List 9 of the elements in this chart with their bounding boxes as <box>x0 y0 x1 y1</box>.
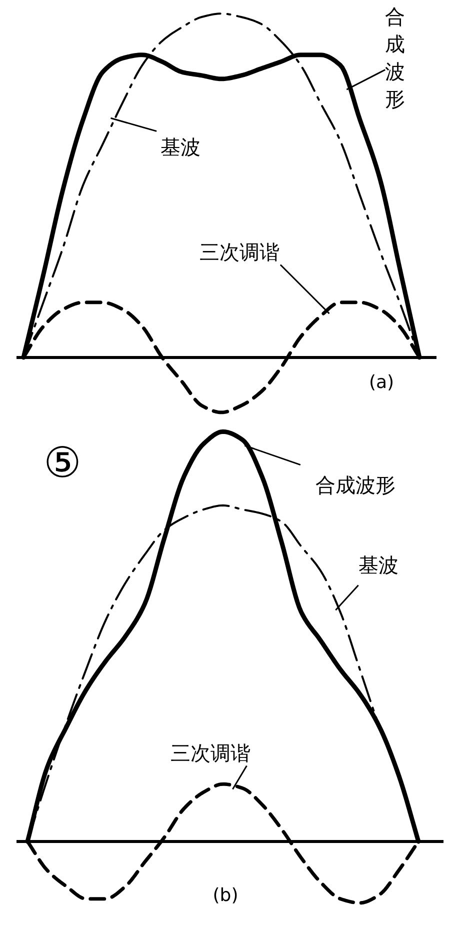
annotation: ⑤ <box>44 438 82 487</box>
text: 三次调谐 <box>199 240 280 264</box>
series-label: 三次调谐 <box>170 740 251 765</box>
text: 基波 <box>160 135 201 160</box>
series-label: 基波 <box>358 553 398 578</box>
text: (b) <box>212 885 238 906</box>
text: (a) <box>368 372 394 393</box>
series-label: 合成波形 <box>385 4 406 112</box>
text: 合成波形 <box>315 472 396 497</box>
